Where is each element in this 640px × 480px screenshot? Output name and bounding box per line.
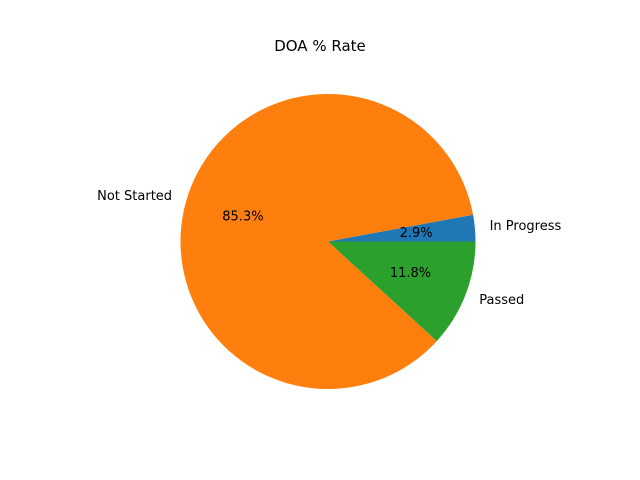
slice-percent-in-progress: 2.9% [400, 226, 433, 241]
chart-title: DOA % Rate [274, 37, 366, 55]
pie-slices [180, 93, 476, 389]
slice-percent-passed: 11.8% [390, 266, 431, 281]
slice-label-not-started: Not Started [97, 189, 172, 204]
pie-labels: In Progress 2.9% Not Started 85.3% Passed 11.… [97, 189, 561, 308]
slice-label-passed: Passed [479, 293, 524, 308]
pie-slice-in-progress [328, 214, 476, 242]
slice-label-in-progress: In Progress [490, 219, 562, 234]
pie-slice-passed [328, 241, 476, 342]
slice-percent-not-started: 85.3% [222, 210, 263, 225]
pie-slice-not-started [180, 93, 474, 389]
